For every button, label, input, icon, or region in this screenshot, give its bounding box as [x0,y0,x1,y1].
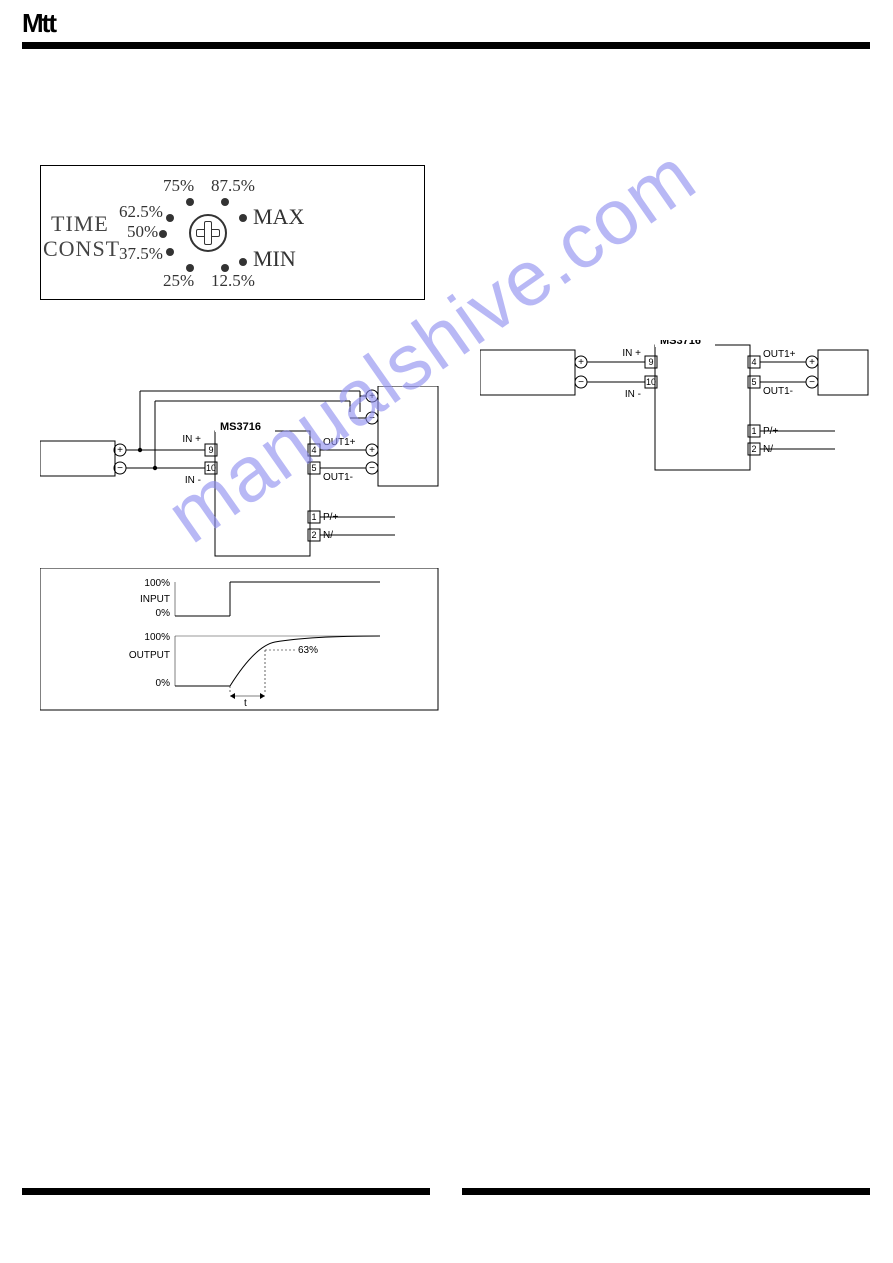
wiring-diagram-standard: + − MS3716 9 10 IN + IN - 4 5 OUT1+ OUT1… [480,340,870,480]
pin-out1-plus: OUT1+ [763,349,796,360]
dial-pct-75: 75% [163,176,194,196]
svg-text:−: − [369,413,375,424]
page: Mtt manualshive.com TIME CONST 75% 87.5%… [0,0,893,1263]
svg-text:10: 10 [206,463,216,473]
pin-in-plus: IN + [622,348,641,359]
svg-text:1: 1 [751,426,756,436]
svg-text:9: 9 [208,445,213,455]
svg-text:−: − [809,377,815,388]
dial-pct-50: 50% [127,222,158,242]
svg-text:−: − [369,463,375,474]
source-box [40,441,115,476]
dial-dot [221,198,229,206]
svg-text:+: + [369,391,375,402]
dial-dot [239,258,247,266]
source-box [480,350,575,395]
chart-output-label: OUTPUT [129,650,170,661]
svg-text:2: 2 [751,444,756,454]
dial-pct-25: 25% [163,271,194,291]
svg-text:2: 2 [311,530,316,540]
dial-pct-375: 37.5% [119,244,163,264]
chart-input-100: 100% [144,578,170,589]
pin-out1-minus: OUT1- [763,386,793,397]
chart-output-100: 100% [144,632,170,643]
pin-in-minus: IN - [625,389,641,400]
dial-dot [239,214,247,222]
svg-text:+: + [809,357,815,368]
dial-dot [166,248,174,256]
svg-text:9: 9 [648,357,653,367]
module-title: MS3716 [220,421,261,433]
svg-text:−: − [578,377,584,388]
svg-text:−: − [117,463,123,474]
pin-in-minus: IN - [185,475,201,486]
module-body [215,431,310,556]
brand-logo: Mtt [22,8,55,39]
svg-text:5: 5 [751,377,756,387]
chart-input-0: 0% [156,608,171,619]
chart-63pct: 63% [298,645,318,656]
chart-output-0: 0% [156,678,171,689]
pin-out1-plus: OUT1+ [323,437,356,448]
dial-dot [159,230,167,238]
module-body [655,345,750,470]
footer-rule-right [462,1188,870,1195]
svg-text:10: 10 [646,377,656,387]
time-label-line2: CONST [43,236,120,262]
dial-min: MIN [253,246,296,272]
svg-text:+: + [369,445,375,456]
dial-pct-875: 87.5% [211,176,255,196]
module-title: MS3716 [660,340,701,347]
svg-text:4: 4 [751,357,756,367]
footer-rule-left [22,1188,430,1195]
dial-pct-625: 62.5% [119,202,163,222]
svg-text:4: 4 [311,445,316,455]
dial-slot-v [204,221,212,245]
pin-out1-minus: OUT1- [323,472,353,483]
svg-text:1: 1 [311,512,316,522]
svg-text:+: + [117,445,123,456]
dial-pct-125: 12.5% [211,271,255,291]
time-constant-response-chart: 100% INPUT 0% 100% OUTPUT 0% 63% t [40,568,440,713]
chart-input-label: INPUT [140,594,170,605]
dial-knob [189,214,227,252]
dial-dot [186,198,194,206]
time-label-line1: TIME [51,211,109,237]
dial-max: MAX [253,204,304,230]
svg-text:5: 5 [311,463,316,473]
wiring-diagram-distributor: + − MS3716 9 10 IN + IN - 4 5 OUT1+ OUT1… [40,386,440,566]
pin-in-plus: IN + [182,434,201,445]
load-box [378,386,438,486]
load-box [818,350,868,395]
time-const-panel: TIME CONST 75% 87.5% 62.5% MAX 50% 37.5%… [40,165,425,300]
chart-t-label: t [244,698,247,709]
dial-dot [166,214,174,222]
svg-text:+: + [578,357,584,368]
header-rule [22,42,870,49]
